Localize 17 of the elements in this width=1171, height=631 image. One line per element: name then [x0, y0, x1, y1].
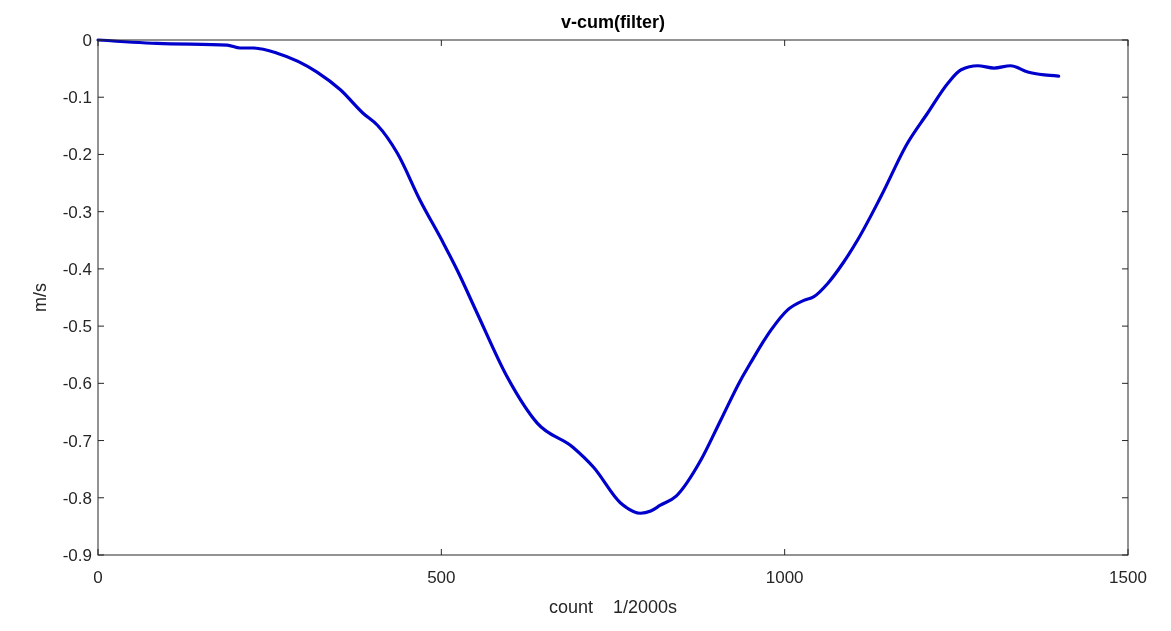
x-tick-label: 500: [427, 568, 456, 587]
y-tick-label: -0.7: [62, 431, 92, 451]
x-tick-label: 1000: [765, 568, 804, 587]
y-tick-label: -0.1: [62, 88, 92, 108]
y-tick-label: 0: [82, 30, 92, 50]
x-axis-title: count 1/2000s: [548, 597, 678, 617]
y-tick-label: -0.4: [62, 259, 92, 279]
y-tick-label: -0.8: [62, 488, 92, 508]
y-axis-title: m/s: [30, 283, 50, 312]
x-tick-label: 1500: [1109, 568, 1147, 587]
y-tick-label: -0.6: [62, 374, 92, 394]
y-tick-label: -0.5: [62, 317, 92, 337]
chart-title: v-cum(filter): [560, 12, 666, 32]
y-tick-label: -0.2: [62, 145, 92, 165]
y-tick-label: -0.3: [62, 202, 92, 222]
line-series: [96, 38, 1061, 515]
y-tick-label: -0.9: [62, 545, 92, 565]
